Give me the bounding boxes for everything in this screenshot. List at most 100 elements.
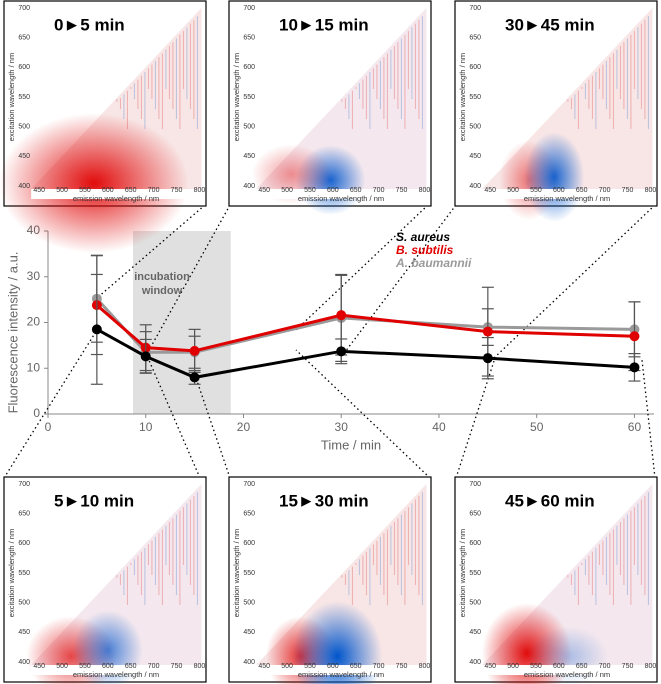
inset-y-tick-label: 500 (469, 600, 481, 607)
connector (147, 204, 231, 353)
inset-x-tick-label: 500 (507, 187, 519, 194)
inset-title: 5►10 min (54, 491, 134, 510)
inset-y-tick-label: 500 (469, 124, 481, 131)
point (189, 372, 200, 383)
inset-x-tick-label: 550 (530, 187, 542, 194)
inset-x-tick-label: 700 (599, 663, 611, 670)
inset-x-tick-label: 800 (194, 663, 206, 670)
y-tick-label: 30 (27, 269, 41, 283)
inset-y-tick-label: 550 (18, 94, 30, 101)
inset-x-tick-label: 550 (79, 663, 91, 670)
inset-x-label: emission wavelength / nm (298, 670, 384, 679)
x-tick-label: 60 (628, 420, 642, 434)
inset-x-tick-label: 650 (125, 663, 137, 670)
inset-x-tick-label: 500 (56, 187, 68, 194)
inset-y-tick-label: 700 (243, 5, 255, 12)
inset-y-tick-label: 400 (469, 659, 481, 666)
inset-y-tick-label: 650 (18, 510, 30, 517)
window-band (133, 231, 231, 414)
inset-title: 30►45 min (505, 15, 595, 34)
x-tick-label: 10 (139, 420, 153, 434)
inset-title: 45►60 min (505, 491, 595, 510)
inset-x-tick-label: 750 (171, 663, 183, 670)
heatmap-mask (256, 665, 427, 676)
inset-x-label: emission wavelength / nm (73, 194, 159, 203)
inset-x-tick-label: 500 (56, 663, 68, 670)
inset-x-tick-label: 600 (327, 187, 339, 194)
inset-y-tick-label: 700 (469, 5, 481, 12)
inset: 450 500 550 600 650 700 750 8004004505005506006… (228, 476, 432, 684)
x-tick-label: 50 (530, 420, 544, 434)
inset-y-tick-label: 400 (243, 659, 255, 666)
connector (295, 204, 429, 331)
inset-y-tick-label: 450 (243, 629, 255, 636)
inset-y-tick-label: 600 (18, 540, 30, 547)
point (482, 353, 493, 364)
connector (455, 357, 496, 479)
point (140, 351, 151, 362)
inset-y-tick-label: 600 (243, 64, 255, 71)
inset-y-tick-label: 500 (243, 600, 255, 607)
inset-y-tick-label: 650 (243, 34, 255, 41)
inset-x-tick-label: 800 (194, 187, 206, 194)
inset-x-tick-label: 650 (576, 663, 588, 670)
inset-x-tick-label: 550 (530, 663, 542, 670)
heatmap-mask (482, 189, 653, 200)
inset-y-tick-label: 600 (469, 64, 481, 71)
heatmap-mask (482, 665, 653, 676)
point (629, 331, 640, 342)
point (336, 310, 347, 321)
point (189, 345, 200, 356)
inset-x-label: emission wavelength / nm (298, 194, 384, 203)
point (629, 362, 640, 373)
inset-y-tick-label: 450 (18, 153, 30, 160)
inset-x-tick-label: 600 (327, 663, 339, 670)
inset-x-tick-label: 500 (281, 187, 293, 194)
inset-x-tick-label: 750 (622, 187, 634, 194)
inset-y-tick-label: 650 (243, 510, 255, 517)
inset-x-tick-label: 700 (148, 187, 160, 194)
series-line (96, 328, 635, 379)
inset: 450 500 550 600 650 700 750 8004004505005506006… (0, 0, 207, 254)
inset-y-tick-label: 650 (469, 510, 481, 517)
inset-x-tick-label: 600 (102, 663, 114, 670)
inset-title: 15►30 min (279, 491, 369, 510)
inset-x-label: emission wavelength / nm (524, 670, 610, 679)
inset-y-tick-label: 600 (469, 540, 481, 547)
inset-x-tick-label: 500 (281, 663, 293, 670)
inset-x-tick-label: 800 (645, 663, 657, 670)
inset-x-tick-label: 700 (373, 663, 385, 670)
inset-y-tick-label: 600 (18, 64, 30, 71)
inset-y-tick-label: 550 (18, 570, 30, 577)
inset-y-tick-label: 550 (243, 94, 255, 101)
inset-y-tick-label: 500 (18, 600, 30, 607)
inset-x-tick-label: 550 (304, 663, 316, 670)
inset-x-tick-label: 450 (484, 663, 496, 670)
heatmap-mask (31, 665, 202, 676)
inset-title: 10►15 min (279, 15, 369, 34)
connector (344, 204, 457, 353)
inset-y-tick-label: 400 (18, 659, 30, 666)
heatmap-blob (0, 113, 190, 254)
inset-x-tick-label: 600 (102, 187, 114, 194)
inset-y-tick-label: 450 (18, 629, 30, 636)
connector (641, 359, 656, 479)
inset-x-tick-label: 700 (599, 187, 611, 194)
y-tick-label: 20 (27, 315, 41, 329)
inset-x-tick-label: 800 (419, 663, 431, 670)
y-tick-label: 10 (27, 360, 41, 374)
inset-y-tick-label: 500 (243, 124, 255, 131)
inset-x-tick-label: 650 (350, 187, 362, 194)
heatmap-mask (256, 189, 427, 200)
inset-title: 0►5 min (54, 15, 125, 34)
point (336, 346, 347, 357)
inset-y-tick-label: 400 (243, 183, 255, 190)
inset-y-tick-label: 550 (469, 94, 481, 101)
series-line (95, 297, 635, 354)
inset-x-tick-label: 700 (148, 663, 160, 670)
inset-y-tick-label: 600 (243, 540, 255, 547)
inset-x-label: emission wavelength / nm (524, 194, 610, 203)
inset-x-tick-label: 450 (33, 663, 45, 670)
